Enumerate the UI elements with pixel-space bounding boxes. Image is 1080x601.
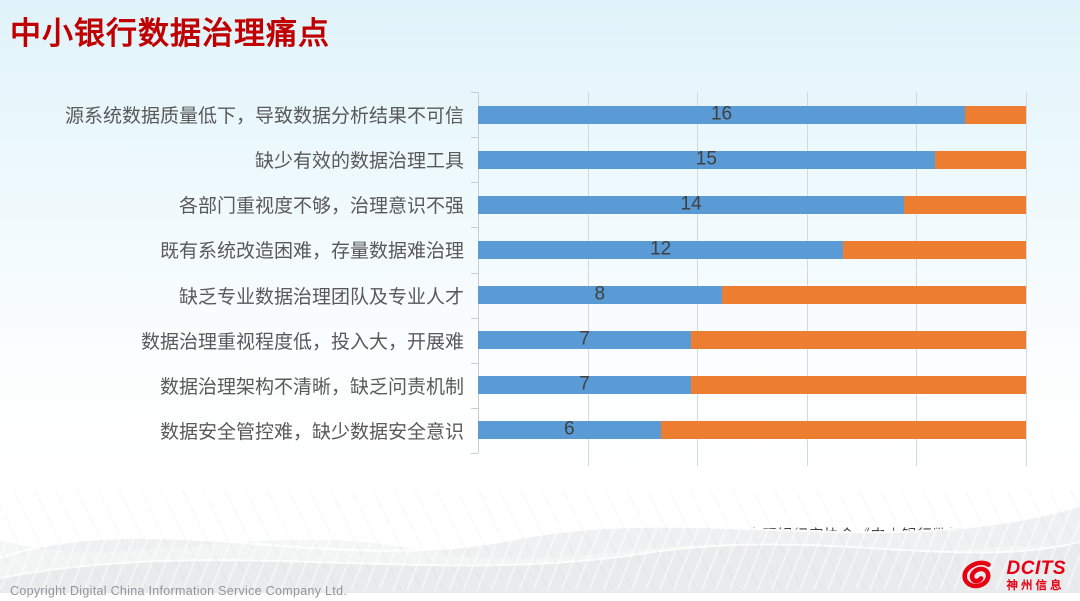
- chart-row: 既有系统改造困难，存量数据难治理 12: [0, 227, 1026, 272]
- bar-segment-blue: [478, 286, 722, 305]
- chart-row: 数据治理架构不清晰，缺乏问责机制 7: [0, 363, 1026, 408]
- chart-row: 缺乏专业数据治理团队及专业人才 8: [0, 273, 1026, 318]
- value-label: 6: [564, 418, 575, 440]
- value-label: 7: [579, 373, 590, 395]
- bar-segment-orange: [965, 105, 1026, 124]
- bar-track: 16: [478, 103, 1026, 125]
- category-label: 源系统数据质量低下，导致数据分析结果不可信: [64, 106, 464, 128]
- bar-segment-blue: [478, 150, 935, 169]
- chart-row: 数据治理重视程度低，投入大，开展难 7: [0, 318, 1026, 363]
- bar-track: 8: [478, 283, 1026, 305]
- bar-track: 7: [478, 373, 1026, 395]
- value-label: 16: [710, 103, 733, 125]
- bar-segment-blue: [478, 376, 692, 395]
- category-label: 既有系统改造困难，存量数据难治理: [159, 241, 464, 263]
- bar-track: 6: [478, 418, 1026, 440]
- chart-rows: 源系统数据质量低下，导致数据分析结果不可信 16 缺少有效的数据治理工具 15 各部门重…: [0, 92, 1026, 453]
- axis-tick: [471, 453, 478, 454]
- value-label: 14: [680, 193, 702, 215]
- value-label: 7: [579, 328, 590, 350]
- decorative-wave: [0, 505, 1080, 593]
- swirl-icon: [961, 560, 991, 589]
- copyright-text: Copyright Digital China Information Serv…: [10, 584, 348, 598]
- bar-segment-orange: [904, 195, 1026, 214]
- bar-segment-blue: [478, 240, 844, 259]
- logo-subtext: 神州信息: [1006, 580, 1065, 593]
- bar-track: 15: [478, 148, 1026, 170]
- bar-segment-blue: [478, 331, 692, 350]
- bar-segment-orange: [691, 376, 1026, 395]
- category-label: 缺少有效的数据治理工具: [254, 151, 464, 173]
- bar-segment-orange: [934, 150, 1026, 169]
- value-label: 12: [650, 238, 672, 260]
- category-label: 各部门重视度不够，治理意识不强: [178, 196, 464, 218]
- category-label: 缺乏专业数据治理团队及专业人才: [178, 286, 464, 308]
- chart-row: 源系统数据质量低下，导致数据分析结果不可信 16: [0, 92, 1026, 137]
- bar-track: 12: [478, 238, 1026, 260]
- bar-segment-blue: [478, 195, 905, 214]
- value-label: 8: [594, 283, 606, 305]
- bar-segment-blue: [478, 421, 661, 440]
- bar-segment-blue: [478, 105, 966, 124]
- bar-track: 7: [478, 328, 1026, 350]
- bar-segment-orange: [843, 240, 1026, 259]
- bar-segment-orange: [660, 421, 1026, 440]
- gridline: [1026, 92, 1027, 466]
- bar-track: 14: [478, 193, 1026, 215]
- chart-row: 数据安全管控难，缺少数据安全意识 6: [0, 408, 1026, 453]
- chart-row: 缺少有效的数据治理工具 15: [0, 137, 1026, 182]
- logo-name: DCITS: [1006, 558, 1066, 580]
- bar-segment-orange: [691, 331, 1026, 350]
- value-label: 15: [695, 148, 717, 170]
- category-label: 数据治理重视程度低，投入大，开展难: [140, 331, 464, 353]
- category-label: 数据治理架构不清晰，缺乏问责机制: [159, 376, 464, 398]
- logo-text: DCITS 神州信息: [1007, 559, 1067, 593]
- category-label: 数据安全管控难，缺少数据安全意识: [159, 421, 464, 443]
- pain-points-bar-chart: 源系统数据质量低下，导致数据分析结果不可信 16 缺少有效的数据治理工具 15 各部门重…: [0, 92, 1040, 466]
- dcits-logo: DCITS 神州信息: [958, 556, 1067, 596]
- chart-row: 各部门重视度不够，治理意识不强 14: [0, 182, 1026, 227]
- page-title: 中小银行数据治理痛点: [10, 16, 330, 51]
- bar-segment-orange: [721, 286, 1026, 305]
